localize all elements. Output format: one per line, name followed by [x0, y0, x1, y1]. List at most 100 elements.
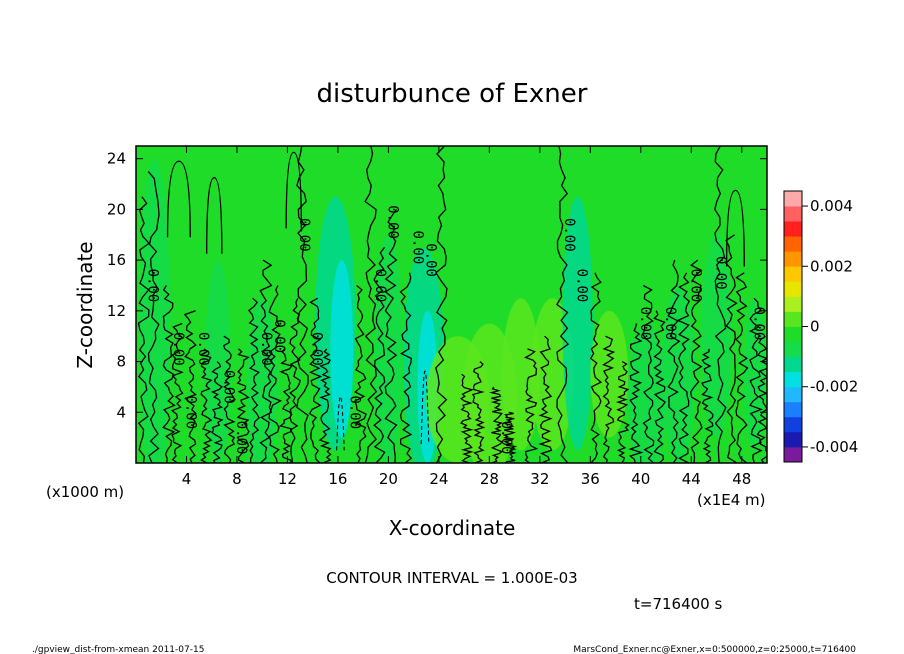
colorbar-swatch — [784, 311, 802, 327]
contour-line — [628, 323, 644, 463]
contour-loop — [206, 177, 223, 254]
colorbar-swatch — [784, 416, 802, 433]
contour-labels: 0.000.000.000.000.000.000.000.000.000.00… — [145, 205, 767, 454]
colorbar-tick-label: 0.002 — [810, 257, 853, 275]
contour-line — [399, 272, 413, 463]
contour-value-label: 0.00 — [233, 421, 249, 455]
contour-value-label: 0.00 — [183, 395, 199, 429]
y-tick-label: 20 — [107, 200, 126, 218]
contour-value-label: 0.00 — [662, 307, 678, 341]
field-patch — [562, 196, 593, 451]
colorbar-swatch — [784, 446, 802, 463]
contour-value-label: 0.00 — [561, 218, 577, 252]
x-tick-label: 28 — [480, 470, 499, 488]
colorbar-swatch — [784, 341, 802, 358]
x-tick-label: 44 — [682, 470, 701, 488]
y-axis: 4 8 12 16 20 24 — [107, 150, 767, 421]
colorbar-swatch — [784, 191, 802, 207]
contour-line — [268, 285, 283, 463]
contour-line — [471, 361, 486, 463]
contour-line — [279, 348, 293, 463]
field-patch — [330, 260, 354, 438]
contour-line — [489, 386, 504, 463]
contour-line — [162, 285, 176, 463]
contour-value-label: 0.00 — [258, 332, 274, 366]
y-tick-label: 16 — [107, 251, 126, 269]
y-tick-label: 4 — [116, 403, 126, 421]
field-patch — [590, 310, 629, 438]
contour-value-label: 0.00 — [309, 332, 325, 366]
contour-value-label: 0.00 — [372, 269, 388, 303]
contour-value-label: 0.00 — [637, 307, 653, 341]
contour-line — [556, 146, 570, 463]
contour-line — [137, 196, 151, 463]
contour-loop — [285, 151, 302, 229]
contour-line — [538, 335, 553, 463]
x-tick-label: 40 — [631, 470, 650, 488]
x-tick-label: 12 — [278, 470, 297, 488]
colorbar-swatch — [784, 206, 802, 222]
x-axis: 4 8 12 16 20 24 28 32 36 40 44 48 — [182, 146, 751, 488]
contour-line — [236, 348, 250, 463]
colorbar-swatch — [784, 236, 802, 252]
y-unit-label: (x1000 m) — [46, 483, 124, 501]
contour-line — [589, 272, 603, 463]
x-tick-label: 20 — [379, 470, 398, 488]
contour-line — [384, 209, 398, 463]
contour-line — [701, 348, 714, 463]
contour-line — [653, 310, 667, 463]
contour-value-label: 0.00 — [145, 269, 161, 303]
contour-value-label: 0.00 — [296, 218, 312, 252]
contour-lines — [137, 146, 767, 463]
contour-line — [147, 170, 160, 463]
y-tick-label: 12 — [107, 302, 126, 320]
contour-value-label: 0.00 — [750, 307, 766, 341]
contour-line — [689, 259, 703, 463]
colorbar-swatch — [784, 251, 802, 267]
colorbar-tick-label: -0.002 — [810, 378, 858, 396]
contour-value-label: 0.00 — [271, 319, 287, 353]
contour-line — [435, 146, 448, 463]
contour-value-label: 0.00 — [498, 421, 514, 455]
colorbar-swatch — [784, 296, 802, 312]
field-shading — [139, 158, 765, 463]
colorbar-swatch — [784, 386, 802, 403]
contour-value-label: 0.00 — [422, 243, 438, 277]
time-text: t=716400 s — [634, 595, 722, 613]
colorbar: 0.004 0.002 0 -0.002 -0.004 — [783, 190, 858, 463]
contour-line — [247, 297, 260, 463]
contour-value-label: 0.00 — [410, 231, 426, 265]
colorbar-swatch — [784, 281, 802, 297]
contour-line — [714, 146, 727, 463]
chart-title: disturbunce of Exner — [317, 79, 588, 109]
x-tick-label: 16 — [328, 470, 347, 488]
negative-contour — [336, 396, 345, 451]
plot-frame — [135, 145, 768, 464]
footer-right: MarsCond_Exner.nc@Exner,x=0:500000,z=0:2… — [573, 645, 856, 654]
contour-line — [460, 373, 474, 463]
field-patch — [662, 285, 696, 463]
contour-line — [502, 411, 518, 463]
contour-line — [667, 259, 681, 463]
contour-value-label: 0.00 — [347, 395, 363, 429]
contour-value-label: 0.00 — [713, 256, 729, 290]
contour-line — [308, 297, 323, 463]
contour-line — [676, 272, 691, 463]
contour-line — [259, 259, 273, 463]
colorbar-tick-label: 0 — [810, 318, 820, 336]
x-unit-label: (x1E4 m) — [697, 491, 766, 509]
x-tick-label: 4 — [182, 470, 192, 488]
contour-line — [615, 361, 630, 463]
colorbar-swatch — [784, 356, 802, 373]
colorbar-swatch — [784, 266, 802, 282]
colorbar-swatch — [784, 221, 802, 237]
contour-interval-text: CONTOUR INTERVAL = 1.000E-03 — [326, 569, 577, 587]
y-tick-label: 8 — [116, 353, 126, 371]
colorbar-swatch — [784, 431, 802, 448]
contour-line — [748, 297, 764, 463]
footer-left: ./gpview_dist-from-xmean 2011-07-15 — [32, 645, 204, 654]
colorbar-tick-label: -0.004 — [810, 438, 858, 456]
contour-value-label: 0.00 — [687, 269, 703, 303]
colorbar-tick-label: 0.004 — [810, 197, 853, 215]
